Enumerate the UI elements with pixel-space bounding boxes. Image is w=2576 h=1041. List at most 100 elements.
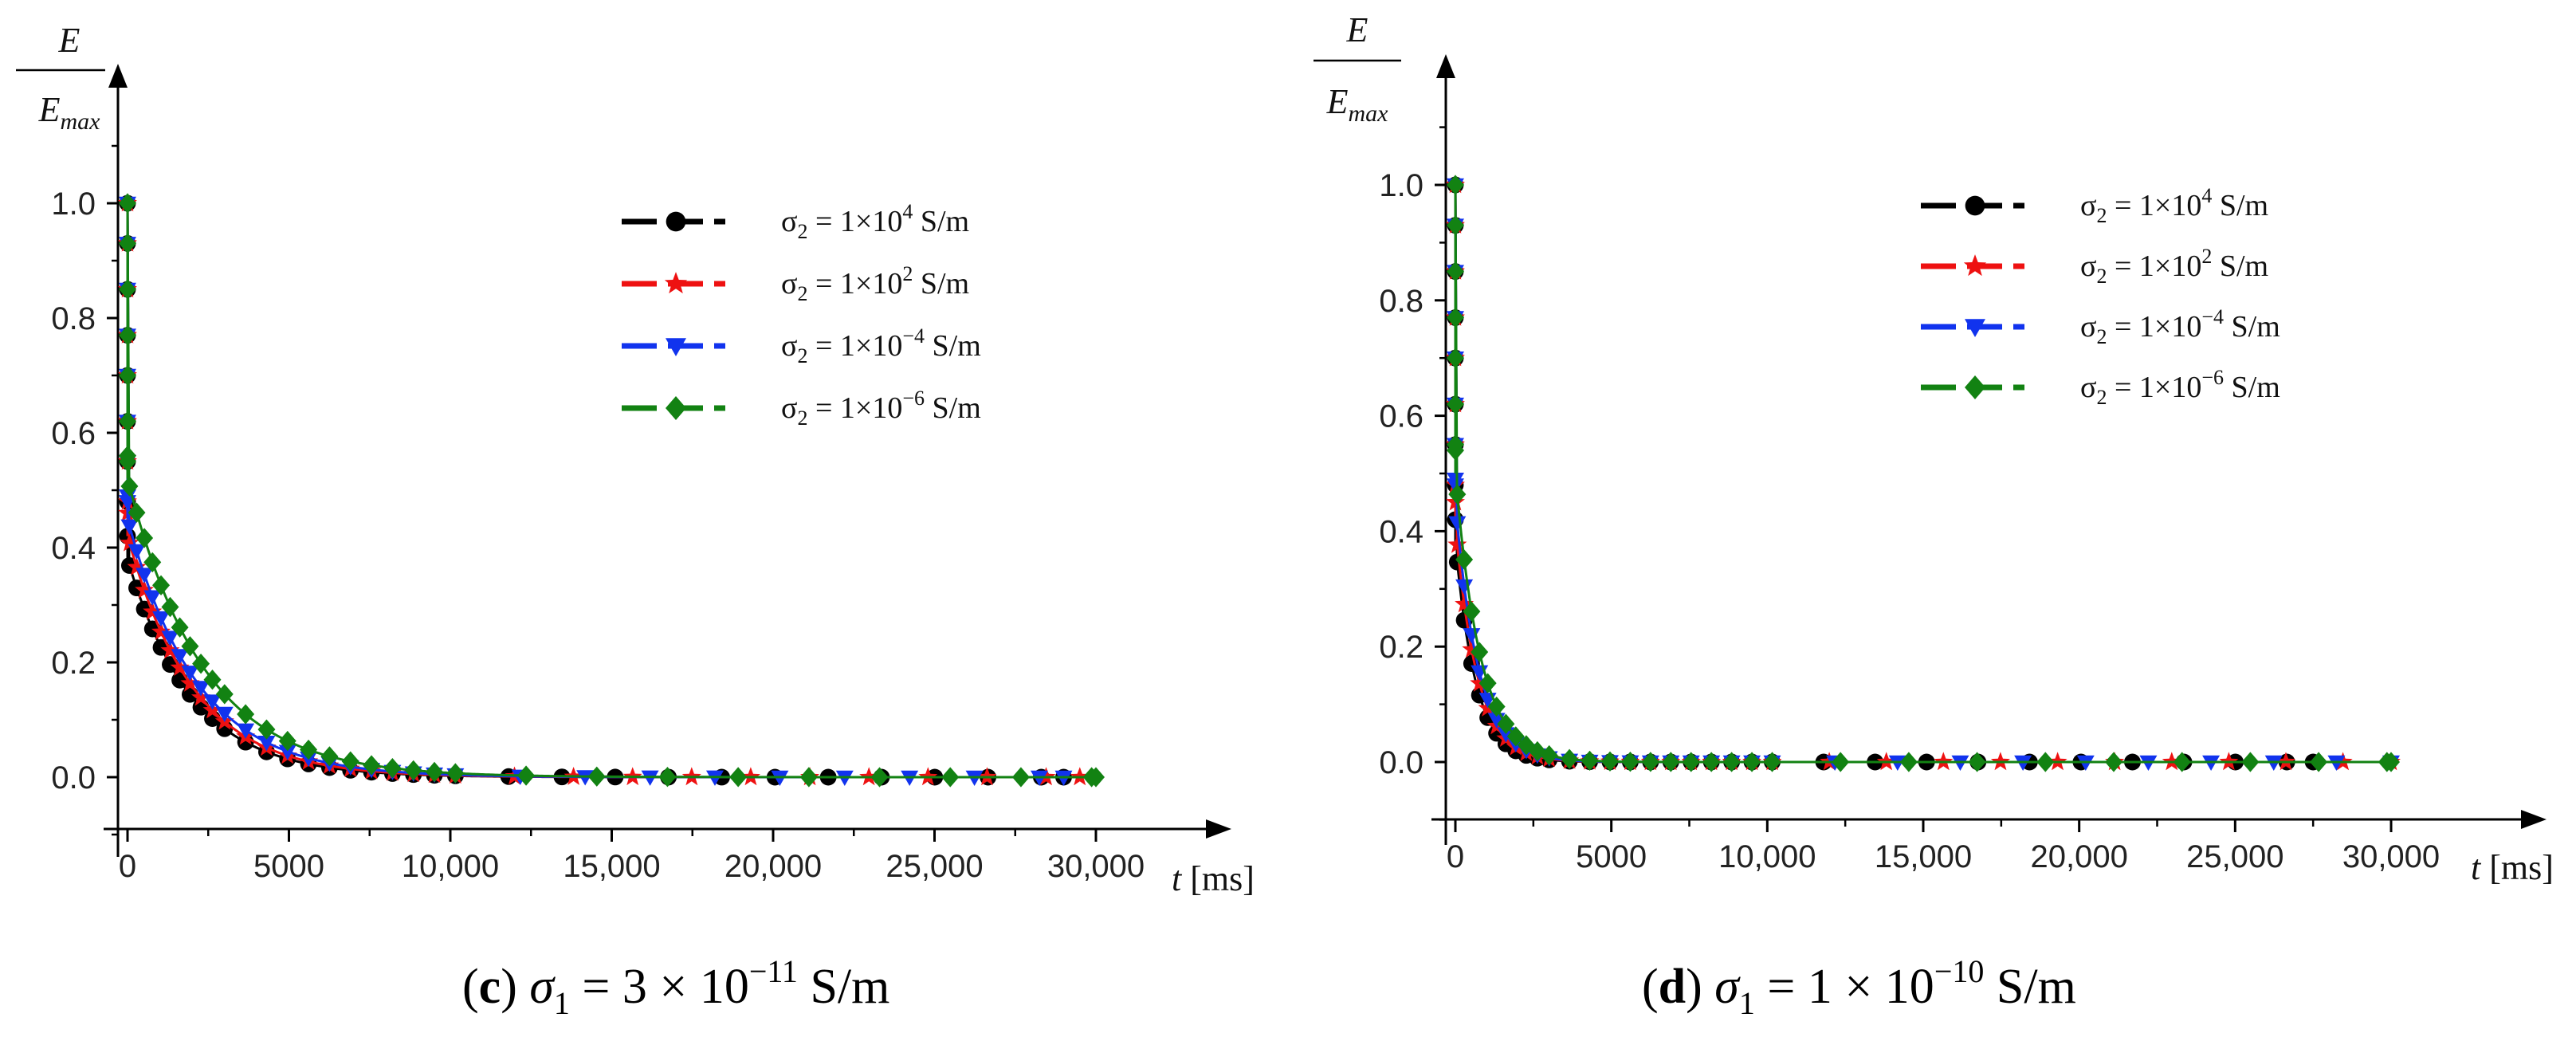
- data-point: [1455, 594, 1475, 613]
- x-label-unit: [ms]: [1181, 859, 1255, 898]
- y-tick-label: 0.4: [1379, 514, 1423, 549]
- data-point: [300, 739, 318, 760]
- legend-eq: = 1×10: [807, 205, 902, 238]
- legend-marker: [664, 272, 688, 294]
- caption-sub: 1: [554, 985, 570, 1021]
- caption-sigma: σ: [517, 960, 556, 1014]
- legend-label: σ2 = 1×102 S/m: [781, 262, 969, 305]
- x-label-unit: [ms]: [2480, 848, 2554, 887]
- data-point: [1471, 642, 1489, 662]
- data-point: [152, 611, 171, 627]
- x-tick-label: 20,000: [2030, 839, 2127, 874]
- legend-sigma: σ: [2080, 249, 2096, 283]
- legend-exp: 2: [2201, 245, 2212, 268]
- data-point: [135, 568, 154, 583]
- caption-unit: S/m: [1984, 960, 2075, 1014]
- data-point: [576, 770, 595, 786]
- legend-marker: [666, 211, 686, 232]
- data-point: [143, 601, 163, 620]
- x-label-var: t: [2471, 848, 2482, 887]
- data-point: [237, 723, 255, 739]
- legend-entry: σ2 = 1×102 S/m: [622, 262, 969, 305]
- data-point: [215, 684, 234, 705]
- caption-paren-close: ): [501, 960, 517, 1014]
- data-point: [658, 767, 677, 788]
- legend-label: σ2 = 1×10−4 S/m: [781, 324, 981, 367]
- y-tick-label: 0.8: [1379, 284, 1423, 319]
- legend-exp: 4: [2201, 184, 2212, 207]
- data-point: [171, 617, 189, 638]
- legend-sigma: σ: [2080, 310, 2096, 344]
- legend-sigma: σ: [781, 205, 797, 238]
- data-point: [257, 719, 276, 740]
- data-point: [143, 590, 162, 606]
- legend-label: σ2 = 1×104 S/m: [2080, 184, 2268, 227]
- y-tick-label: 1.0: [51, 187, 96, 222]
- data-point: [1561, 748, 1579, 769]
- legend-unit: S/m: [925, 329, 981, 363]
- data-point: [1899, 752, 1918, 772]
- legend-entry: σ2 = 1×10−4 S/m: [1921, 305, 2280, 348]
- data-point: [1448, 484, 1467, 505]
- y-tick-label: 0.4: [51, 531, 96, 566]
- legend-sub: 2: [797, 220, 807, 243]
- y-label-den-main: E: [1326, 82, 1349, 121]
- data-point: [1447, 534, 1467, 553]
- legend-exp: −6: [902, 387, 925, 410]
- legend-sub: 2: [797, 344, 807, 367]
- data-point: [161, 596, 179, 618]
- y-label-denominator: Emax: [38, 90, 101, 135]
- y-label-numerator: E: [58, 21, 80, 60]
- data-point: [1478, 673, 1497, 693]
- caption-letter: d: [1659, 960, 1686, 1014]
- legend-marker: [666, 396, 686, 420]
- data-point: [1448, 516, 1467, 532]
- data-point: [320, 746, 339, 767]
- x-tick-label: 10,000: [402, 849, 499, 884]
- data-point: [341, 751, 359, 772]
- legend-unit: S/m: [913, 205, 969, 238]
- data-point: [517, 765, 536, 786]
- data-point: [446, 763, 465, 784]
- legend-unit: S/m: [913, 267, 969, 301]
- x-tick-label: 25,000: [2186, 839, 2283, 874]
- legend-marker: [1963, 254, 1987, 277]
- chart-panel-c: 0.0 0.2 0.4 0.6 0.8 1.0 0 5000 10,000 15,000 20,00…: [16, 21, 1255, 1021]
- legend-unit: S/m: [2212, 249, 2268, 283]
- legend-unit: S/m: [2224, 371, 2280, 404]
- caption-eq: = 3 × 10: [570, 960, 749, 1014]
- x-tick-label: 5000: [1576, 839, 1647, 874]
- caption-letter: c: [479, 960, 501, 1014]
- data-point: [192, 654, 210, 674]
- data-point: [1581, 750, 1599, 771]
- legend-entry: σ2 = 1×10−6 S/m: [1921, 366, 2280, 409]
- y-tick-label: 1.0: [1379, 168, 1423, 203]
- legend-exp: −4: [2201, 305, 2224, 328]
- data-point: [705, 770, 724, 786]
- data-point: [257, 736, 276, 752]
- y-label-den-sub: max: [60, 108, 100, 135]
- data-point: [143, 552, 162, 573]
- data-point: [180, 673, 200, 692]
- data-point: [1011, 767, 1030, 788]
- legend-exp: 2: [902, 262, 913, 285]
- data-point: [203, 694, 222, 710]
- x-label-var: t: [1172, 859, 1183, 898]
- legend-exp: 4: [902, 200, 913, 223]
- legend-eq: = 1×10: [2107, 310, 2201, 344]
- legend-unit: S/m: [2212, 189, 2268, 222]
- caption-paren-open: (: [1642, 960, 1659, 1014]
- panel-caption: (c) σ1 = 3 × 10−11 S/m: [462, 953, 889, 1021]
- data-point: [171, 649, 189, 665]
- chart-panel-d: 0.0 0.2 0.4 0.6 0.8 1.0 0 5000 10,000 15,000 20,00…: [1314, 10, 2554, 1021]
- data-point: [1455, 549, 1474, 570]
- data-point: [278, 744, 296, 760]
- y-tick-label: 0.8: [51, 301, 96, 336]
- legend-eq: = 1×10: [807, 267, 902, 301]
- caption-paren-close: ): [1686, 960, 1702, 1014]
- data-point: [870, 767, 889, 788]
- data-point: [152, 575, 171, 595]
- x-tick-label: 10,000: [1718, 839, 1816, 874]
- legend-exp: −4: [902, 324, 925, 348]
- data-point: [203, 670, 222, 690]
